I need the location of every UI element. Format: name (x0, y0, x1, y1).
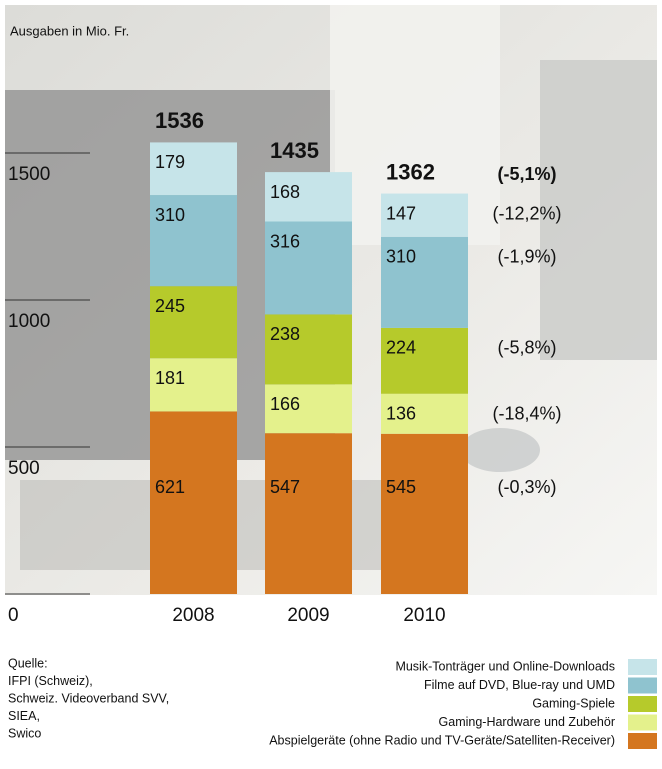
legend-swatch (628, 733, 657, 749)
bar-segment (265, 221, 352, 315)
bar-segment (150, 286, 237, 359)
bar-segment (381, 236, 468, 328)
legend-label: Musik-Tonträger und Online-Downloads (395, 659, 615, 673)
total-label: 1536 (155, 108, 204, 133)
value-label: 547 (270, 477, 300, 497)
x-tick-label: 2008 (172, 605, 214, 626)
legend-swatch (628, 677, 657, 694)
legend-label: Gaming-Spiele (532, 696, 615, 710)
change-label: (-1,9%) (497, 247, 556, 267)
value-label: 179 (155, 152, 185, 172)
value-label: 181 (155, 368, 185, 388)
value-label: 621 (155, 477, 185, 497)
value-label: 136 (386, 404, 416, 424)
change-label: (-0,3%) (497, 477, 556, 497)
change-label: (-5,8%) (497, 338, 556, 358)
bar-segment (381, 327, 468, 394)
x-tick-label: 2009 (287, 605, 329, 626)
value-label: 310 (155, 205, 185, 225)
legend-swatch (628, 714, 657, 731)
y-tick-label: 500 (8, 458, 40, 479)
value-label: 238 (270, 324, 300, 344)
bar-segment (150, 411, 237, 594)
legend-swatch (628, 696, 657, 712)
legend-label: Gaming-Hardware und Zubehör (439, 715, 615, 729)
total-change-label: (-5,1%) (497, 164, 556, 184)
source-text: Quelle: (8, 656, 48, 670)
value-label: 545 (386, 477, 416, 497)
source-text: IFPI (Schweiz), (8, 674, 93, 688)
bar-segment (150, 358, 237, 412)
source-text: SIEA, (8, 709, 40, 723)
bar-segment (265, 172, 352, 222)
y-tick-label: 1000 (8, 311, 50, 332)
change-label: (-12,2%) (492, 203, 561, 223)
source-text: Swico (8, 726, 41, 740)
change-label: (-18,4%) (492, 404, 561, 424)
value-label: 147 (386, 203, 416, 223)
bar-segment (381, 193, 468, 237)
legend-label: Abspielgeräte (ohne Radio und TV-Geräte/… (269, 733, 615, 747)
bar-segment (150, 142, 237, 196)
y-axis-label: Ausgaben in Mio. Fr. (10, 23, 129, 38)
source-text: Schweiz. Videoverband SVV, (8, 691, 169, 705)
y-tick-label: 1500 (8, 164, 50, 185)
total-label: 1435 (270, 138, 319, 163)
bar-segment (265, 384, 352, 434)
bar-segment (381, 433, 468, 594)
value-label: 245 (155, 296, 185, 316)
value-label: 310 (386, 247, 416, 267)
value-label: 168 (270, 182, 300, 202)
y-tick-label: 0 (8, 605, 19, 626)
bar-segment (265, 433, 352, 594)
x-tick-label: 2010 (403, 605, 445, 626)
value-label: 224 (386, 338, 416, 358)
legend-label: Filme auf DVD, Blue-ray und UMD (424, 678, 615, 692)
total-label: 1362 (386, 159, 435, 184)
value-label: 316 (270, 231, 300, 251)
bar-segment (381, 393, 468, 434)
bar-segment (265, 314, 352, 385)
bar-segment (150, 195, 237, 287)
legend-swatch (628, 659, 657, 675)
value-label: 166 (270, 394, 300, 414)
